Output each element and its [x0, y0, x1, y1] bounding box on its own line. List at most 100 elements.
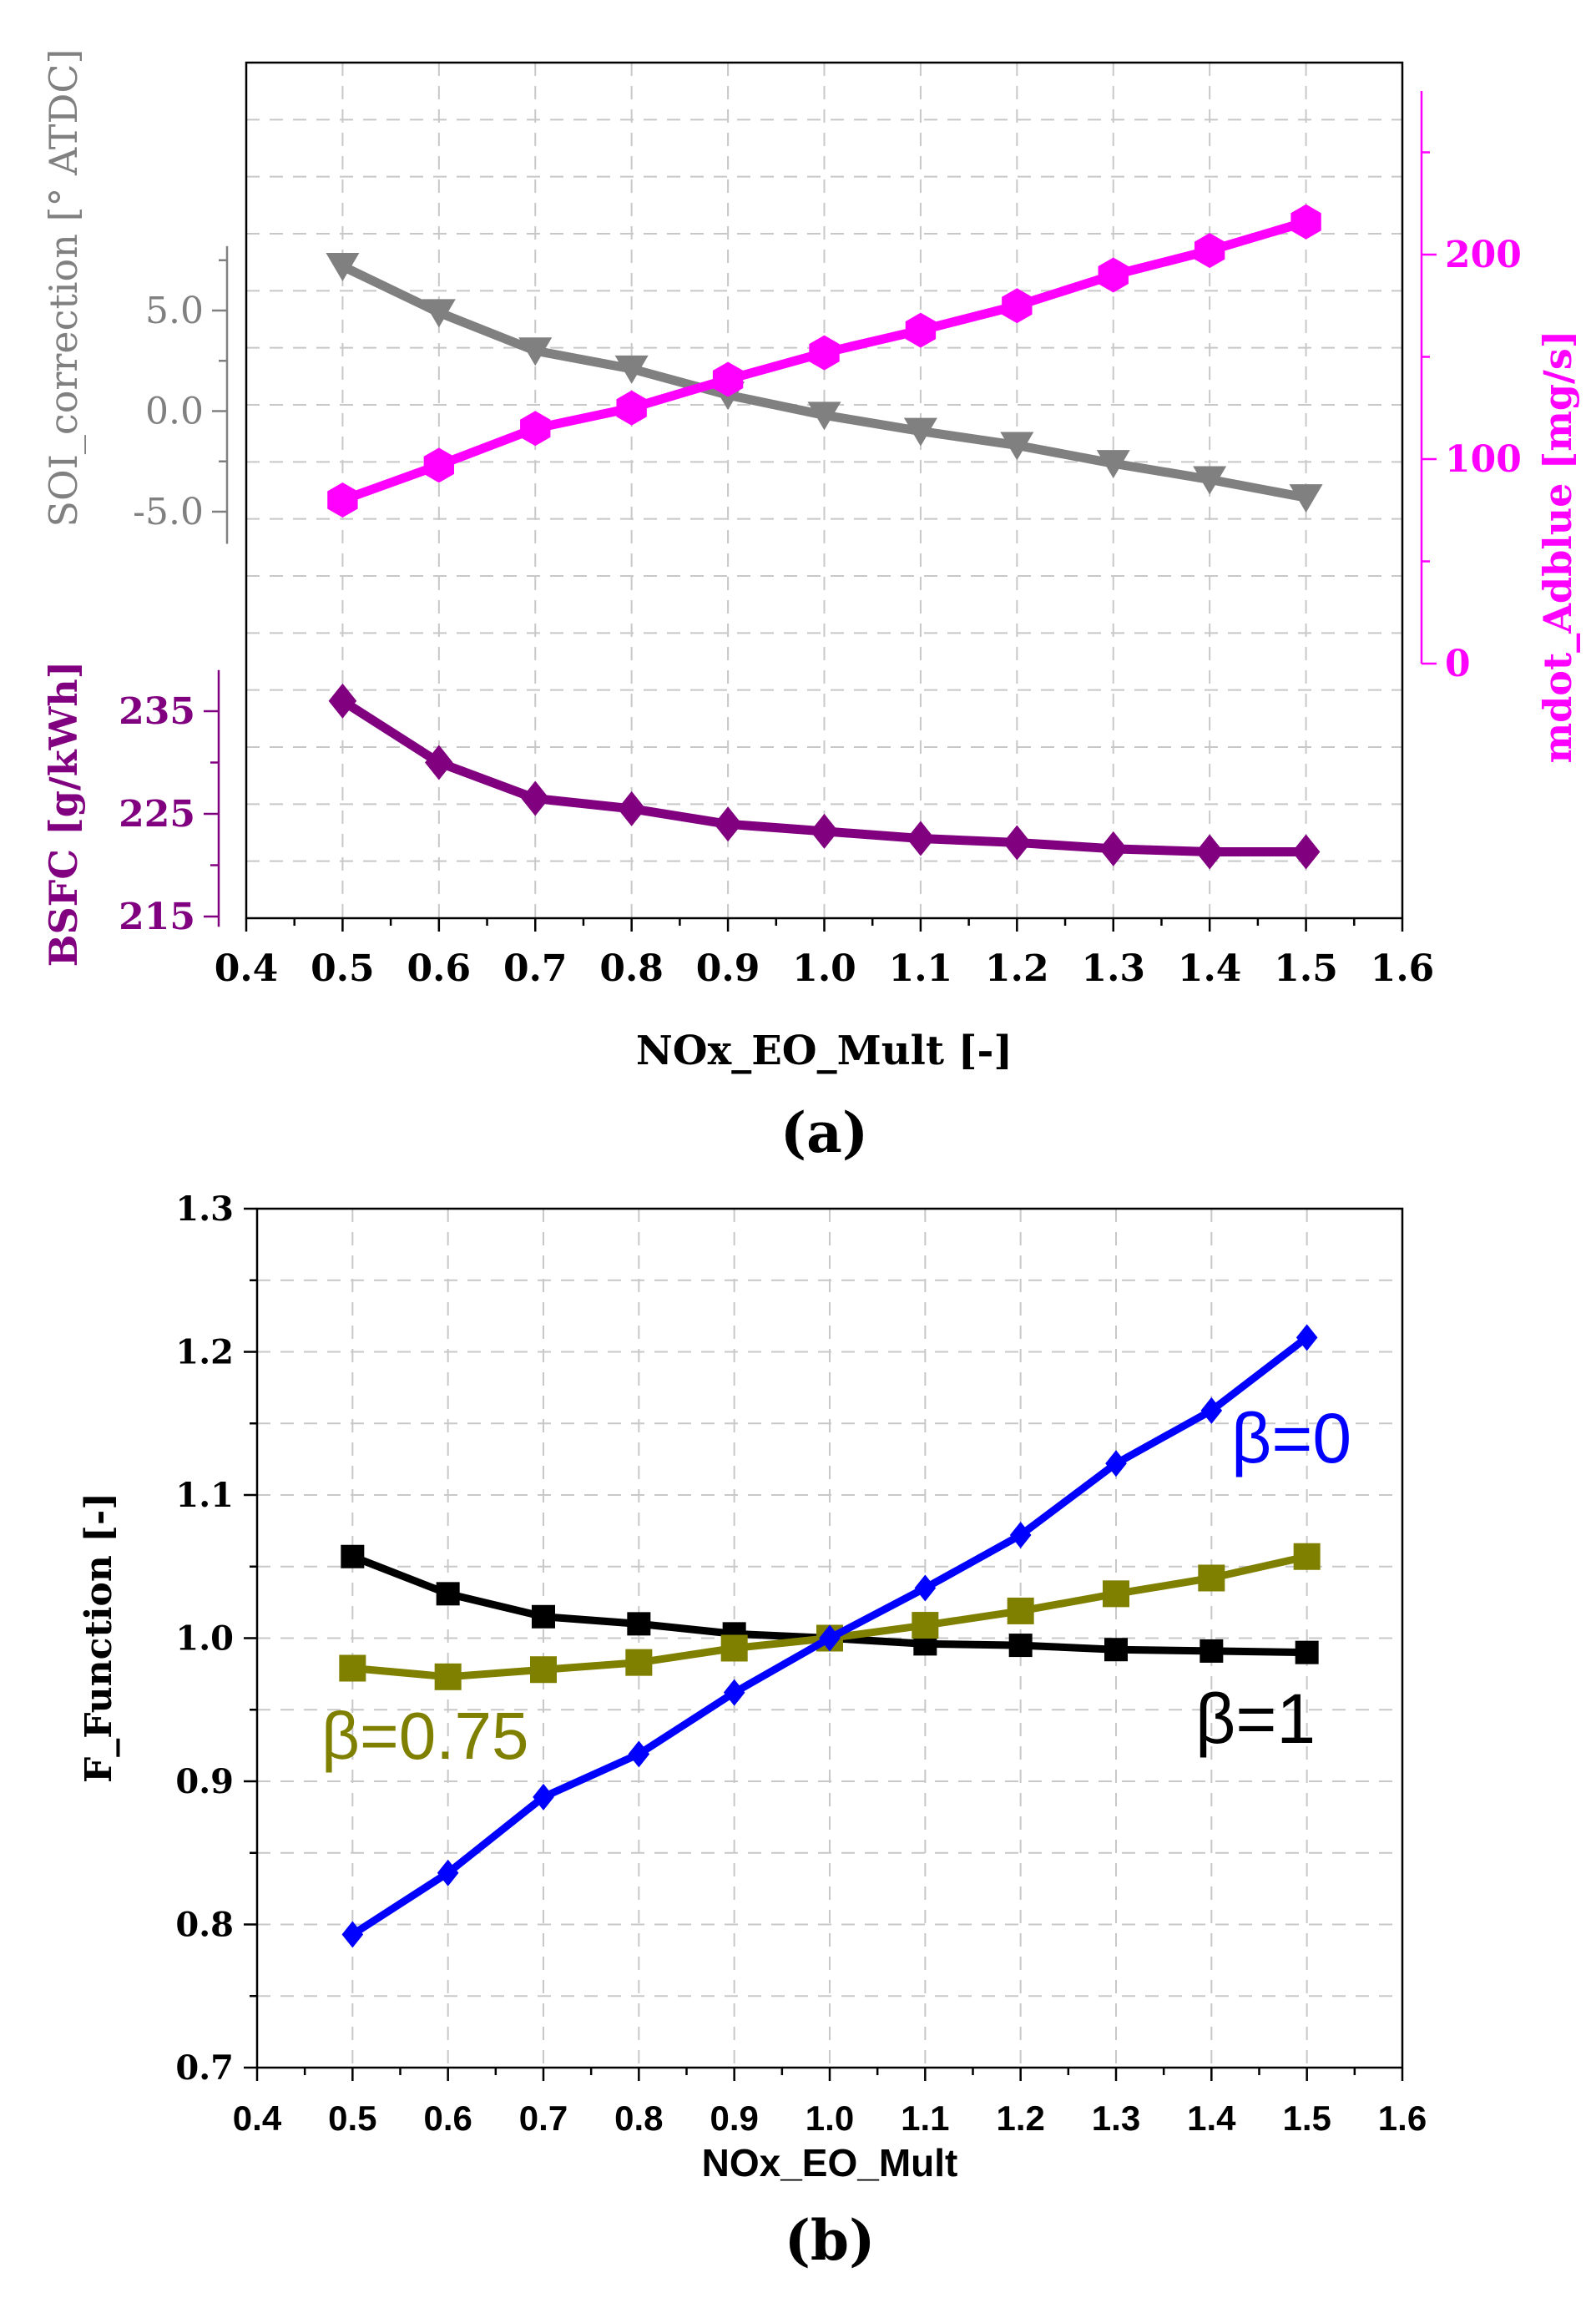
b-beta0-point [437, 1859, 459, 1886]
a-x-tick-label: 1.0 [792, 947, 856, 990]
b-beta1-point [341, 1544, 365, 1568]
a-soi-point [807, 402, 841, 431]
a-soi-point [1000, 432, 1034, 461]
a-soi-point [1096, 450, 1130, 479]
a-adblue-point [905, 312, 937, 348]
b-x-tick-label: 1.1 [901, 2098, 949, 2138]
b-x-tick-label: 1.4 [1187, 2098, 1236, 2138]
b-y-axis-label: F_Function [-] [78, 1492, 120, 1783]
a-soi-point [614, 355, 649, 384]
b-y-tick-label: 1.0 [175, 1619, 234, 1659]
b-y-tick-label: 0.7 [175, 2048, 234, 2088]
a-soi-tick-label: 5.0 [145, 290, 204, 332]
a-soi-axis-label: SOI_correction [° ATDC] [41, 49, 86, 528]
a-bsfc-point [425, 745, 453, 780]
b-x-tick-label: 0.4 [233, 2098, 282, 2138]
b-beta075-point [434, 1663, 462, 1690]
b-beta075-point [1198, 1564, 1225, 1592]
b-annotation-beta1: β=1 [1195, 1679, 1316, 1758]
a-soi-point [1289, 484, 1323, 513]
b-beta0-point [1295, 1324, 1318, 1351]
a-adblue-point [616, 390, 647, 426]
a-adblue-point [327, 482, 358, 518]
b-x-axis-label: NOx_EO_Mult [702, 2141, 958, 2184]
b-y-tick-label: 1.2 [175, 1333, 234, 1372]
b-beta0-point [1105, 1450, 1127, 1477]
b-x-tick-label: 0.6 [423, 2098, 472, 2138]
a-soi-point [326, 252, 360, 281]
b-beta075-point [530, 1656, 557, 1684]
b-beta0-point [628, 1740, 650, 1768]
a-bsfc-point [328, 683, 357, 719]
b-x-tick-label: 1.3 [1092, 2098, 1140, 2138]
a-bsfc-point [1291, 834, 1321, 870]
a-adblue-tick-label: 200 [1445, 234, 1522, 276]
b-y-tick-label: 0.9 [175, 1762, 234, 1801]
a-bsfc-tick-label: 215 [119, 896, 195, 938]
b-y-tick-label: 1.3 [175, 1189, 234, 1229]
b-beta1-point [1200, 1639, 1224, 1663]
b-x-tick-label: 0.5 [328, 2098, 376, 2138]
a-bsfc-point [810, 813, 839, 849]
a-bsfc-point [1099, 831, 1128, 866]
a-adblue-axis-label: mdot_Adblue [mg/s] [1535, 330, 1580, 763]
a-soi-tick-label: 0.0 [145, 391, 204, 433]
a-x-tick-label: 1.3 [1081, 947, 1145, 990]
b-x-tick-label: 0.7 [519, 2098, 568, 2138]
b-beta0-point [341, 1921, 364, 1948]
b-beta075-point [720, 1634, 748, 1662]
b-x-tick-label: 1.5 [1282, 2098, 1331, 2138]
b-beta1-point [1295, 1640, 1319, 1664]
b-beta1-point [532, 1604, 555, 1629]
a-adblue-point [520, 411, 551, 447]
b-beta075-point [1293, 1543, 1321, 1570]
b-x-tick-label: 1.2 [996, 2098, 1044, 2138]
a-x-axis-label: NOx_EO_Mult [-] [636, 1028, 1013, 1074]
a-adblue-point [1290, 204, 1321, 240]
b-x-tick-label: 0.8 [614, 2098, 663, 2138]
b-beta0-point [1200, 1396, 1223, 1424]
a-soi-point [518, 337, 553, 366]
a-soi-tick-label: -5.0 [133, 491, 204, 533]
b-panel-label: (b) [785, 2208, 876, 2273]
a-bsfc-point [714, 806, 742, 842]
b-beta075-point [1007, 1597, 1034, 1624]
b-y-tick-label: 0.8 [175, 1906, 234, 1945]
b-x-tick-label: 0.9 [710, 2098, 758, 2138]
b-beta0-point [1009, 1522, 1032, 1549]
a-x-tick-label: 0.7 [503, 947, 568, 990]
a-bsfc-point [1003, 825, 1032, 861]
a-bsfc-tick-label: 225 [119, 793, 195, 836]
a-x-tick-label: 0.4 [215, 947, 279, 990]
b-beta0-point [723, 1679, 745, 1706]
a-bsfc-point [521, 780, 550, 816]
a-soi-point [422, 299, 456, 328]
b-beta0-point [819, 1624, 841, 1652]
b-beta1-point [1104, 1638, 1128, 1662]
a-bsfc-point [617, 790, 646, 826]
a-x-tick-label: 0.6 [407, 947, 472, 990]
b-beta0-point [914, 1574, 937, 1602]
a-x-tick-label: 1.4 [1178, 947, 1242, 990]
a-bsfc-point [1195, 834, 1224, 870]
b-annotation-beta075: β=0.75 [321, 1699, 528, 1773]
a-adblue-point [1002, 288, 1033, 324]
b-x-tick-label: 1.6 [1378, 2098, 1427, 2138]
a-x-tick-label: 0.9 [696, 947, 760, 990]
a-adblue-tick-label: 0 [1445, 643, 1471, 685]
a-adblue-point [423, 447, 455, 483]
a-x-tick-label: 1.6 [1371, 947, 1435, 990]
a-x-tick-label: 1.2 [985, 947, 1049, 990]
b-x-tick-label: 1.0 [806, 2098, 854, 2138]
a-adblue-tick-label: 100 [1445, 438, 1522, 481]
a-x-tick-label: 0.8 [599, 947, 664, 990]
b-y-tick-label: 1.1 [175, 1476, 234, 1515]
a-adblue-point [809, 335, 840, 371]
a-x-tick-label: 1.5 [1274, 947, 1338, 990]
a-adblue-point [1098, 257, 1129, 293]
a-bsfc-point [907, 821, 935, 856]
a-x-tick-label: 0.5 [311, 947, 375, 990]
a-adblue-point [1194, 233, 1225, 269]
